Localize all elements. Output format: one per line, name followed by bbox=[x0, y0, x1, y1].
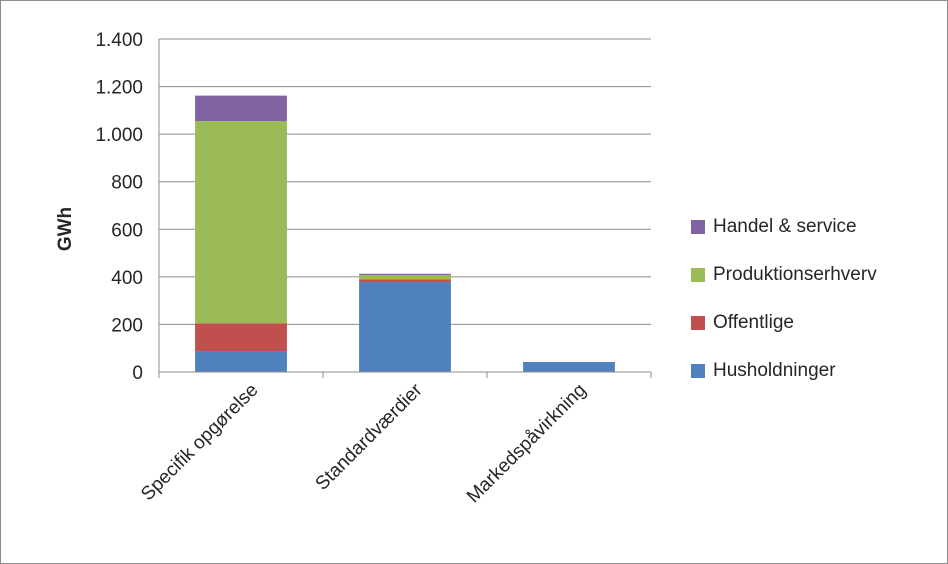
legend-label: Offentlige bbox=[713, 312, 794, 333]
bar-segment bbox=[195, 323, 287, 352]
y-tick-label: 400 bbox=[111, 268, 143, 289]
legend: Handel & service Produktionserhverv Offent… bbox=[691, 203, 877, 395]
legend-label: Handel & service bbox=[713, 216, 857, 237]
bar-segment bbox=[195, 121, 287, 324]
y-tick-label: 1.200 bbox=[95, 78, 143, 99]
bar-segment bbox=[359, 274, 451, 280]
category-label: Markedspåvirkning bbox=[463, 380, 591, 508]
legend-swatch bbox=[691, 316, 705, 330]
legend-item: Handel & service bbox=[691, 203, 877, 251]
y-tick-label: 200 bbox=[111, 315, 143, 336]
x-axis bbox=[158, 39, 652, 378]
legend-swatch bbox=[691, 220, 705, 234]
legend-item: Produktionserhverv bbox=[691, 251, 877, 299]
category-label: Standardværdier bbox=[312, 379, 427, 494]
bar-segment bbox=[359, 282, 451, 372]
y-tick-labels: 0 200 400 600 800 1.000 1.200 1.400 bbox=[95, 30, 143, 384]
y-tick-label: 0 bbox=[132, 363, 143, 384]
y-tick-label: 600 bbox=[111, 220, 143, 241]
legend-swatch bbox=[691, 268, 705, 282]
bar-segment bbox=[359, 279, 451, 283]
bars bbox=[195, 95, 615, 372]
category-label: Specifik opgørelse bbox=[137, 380, 262, 505]
bar-segment bbox=[195, 351, 287, 372]
y-tick-label: 800 bbox=[111, 173, 143, 194]
legend-label: Produktionserhverv bbox=[713, 264, 877, 285]
y-axis-title: GWh bbox=[55, 207, 76, 251]
legend-label: Husholdninger bbox=[713, 360, 836, 381]
bar-segment bbox=[523, 362, 615, 372]
y-tick-label: 1.400 bbox=[95, 30, 143, 51]
category-labels: Specifik opgørelse Standardværdier Markeds… bbox=[137, 379, 590, 507]
legend-item: Offentlige bbox=[691, 299, 877, 347]
y-tick-label: 1.000 bbox=[95, 125, 143, 146]
bar-segment bbox=[195, 95, 287, 122]
legend-item: Husholdninger bbox=[691, 347, 877, 395]
legend-swatch bbox=[691, 364, 705, 378]
bar-segment bbox=[359, 273, 451, 275]
